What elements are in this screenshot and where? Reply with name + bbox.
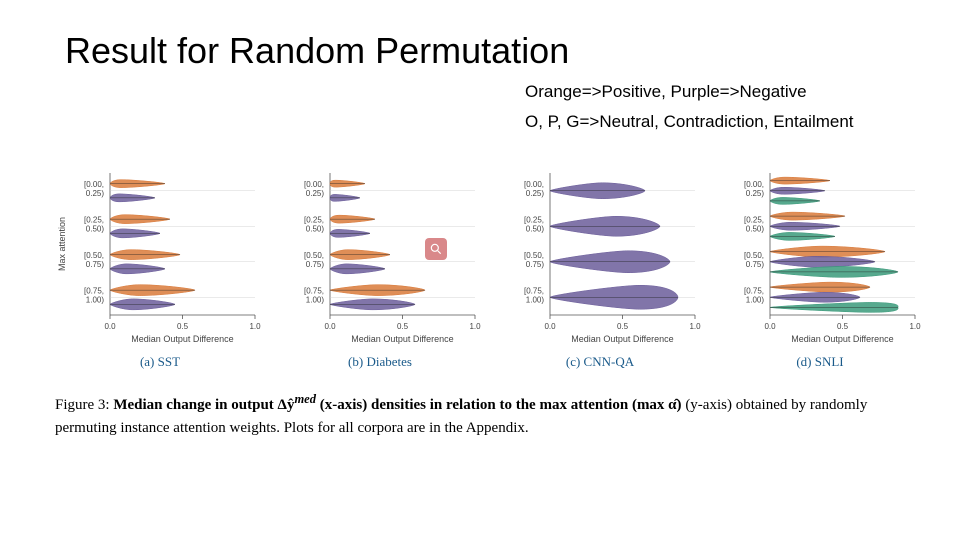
svg-text:0.50): 0.50)	[86, 224, 105, 233]
svg-text:0.0: 0.0	[544, 322, 556, 331]
svg-text:[0.50,: [0.50,	[304, 251, 324, 260]
svg-text:Median Output Difference: Median Output Difference	[351, 334, 453, 344]
svg-text:[0.25,: [0.25,	[304, 215, 324, 224]
svg-text:0.75): 0.75)	[306, 260, 325, 269]
svg-text:0.50): 0.50)	[746, 224, 765, 233]
svg-text:[0.75,: [0.75,	[524, 286, 544, 295]
magnify-icon	[425, 238, 447, 260]
svg-text:0.5: 0.5	[397, 322, 409, 331]
svg-text:0.75): 0.75)	[746, 260, 765, 269]
svg-text:0.25): 0.25)	[526, 189, 545, 198]
caption-text-1: (x-axis) densities in relation to the	[316, 397, 539, 413]
svg-text:0.25): 0.25)	[746, 189, 765, 198]
svg-text:[0.00,: [0.00,	[304, 180, 324, 189]
svg-text:0.75): 0.75)	[86, 260, 105, 269]
svg-text:Max attention: Max attention	[57, 217, 67, 271]
legend-line-2: O, P, G=>Neutral, Contradiction, Entailm…	[525, 112, 854, 132]
svg-text:1.00): 1.00)	[746, 295, 765, 304]
svg-text:1.0: 1.0	[469, 322, 481, 331]
subplot-diabetes: [0.00,0.25)[0.25,0.50)[0.50,0.75)[0.75,1…	[275, 165, 485, 350]
svg-text:1.0: 1.0	[909, 322, 921, 331]
svg-text:[0.50,: [0.50,	[744, 251, 764, 260]
svg-text:1.00): 1.00)	[526, 295, 545, 304]
caption-bold-2: max attention (max α̂)	[539, 397, 681, 413]
subplot-label: (d) SNLI	[715, 354, 925, 370]
svg-text:[0.75,: [0.75,	[304, 286, 324, 295]
svg-text:0.5: 0.5	[837, 322, 849, 331]
svg-text:0.0: 0.0	[104, 322, 116, 331]
svg-text:0.50): 0.50)	[526, 224, 545, 233]
svg-text:0.0: 0.0	[324, 322, 336, 331]
svg-text:1.0: 1.0	[249, 322, 261, 331]
plots-container: [0.00,0.25)[0.25,0.50)[0.50,0.75)[0.75,1…	[55, 165, 925, 350]
svg-text:0.75): 0.75)	[526, 260, 545, 269]
svg-text:[0.75,: [0.75,	[84, 286, 104, 295]
caption-bold-1: Median change in output	[113, 397, 277, 413]
subplot-snli: [0.00,0.25)[0.25,0.50)[0.50,0.75)[0.75,1…	[715, 165, 925, 350]
svg-text:[0.25,: [0.25,	[524, 215, 544, 224]
svg-text:[0.00,: [0.00,	[524, 180, 544, 189]
svg-text:1.00): 1.00)	[306, 295, 325, 304]
svg-text:0.5: 0.5	[177, 322, 189, 331]
svg-text:0.5: 0.5	[617, 322, 629, 331]
svg-text:1.0: 1.0	[689, 322, 701, 331]
svg-text:0.25): 0.25)	[86, 189, 105, 198]
figure-caption: Figure 3: Median change in output Δŷmed …	[55, 390, 925, 439]
svg-text:[0.50,: [0.50,	[524, 251, 544, 260]
subplot-cnnqa: [0.00,0.25)[0.25,0.50)[0.50,0.75)[0.75,1…	[495, 165, 705, 350]
svg-text:1.00): 1.00)	[86, 295, 105, 304]
svg-text:[0.75,: [0.75,	[744, 286, 764, 295]
svg-text:[0.00,: [0.00,	[84, 180, 104, 189]
svg-text:0.25): 0.25)	[306, 189, 325, 198]
svg-text:[0.00,: [0.00,	[744, 180, 764, 189]
svg-text:Median Output Difference: Median Output Difference	[131, 334, 233, 344]
svg-text:[0.25,: [0.25,	[744, 215, 764, 224]
svg-text:[0.50,: [0.50,	[84, 251, 104, 260]
caption-math-delta-y: Δŷmed	[278, 397, 316, 413]
page-title: Result for Random Permutation	[65, 30, 569, 72]
svg-text:0.0: 0.0	[764, 322, 776, 331]
subplot-sst: [0.00,0.25)[0.25,0.50)[0.50,0.75)[0.75,1…	[55, 165, 265, 350]
svg-text:0.50): 0.50)	[306, 224, 325, 233]
svg-text:[0.25,: [0.25,	[84, 215, 104, 224]
subplot-label: (a) SST	[55, 354, 265, 370]
subplot-label: (c) CNN-QA	[495, 354, 705, 370]
legend-line-1: Orange=>Positive, Purple=>Negative	[525, 82, 807, 102]
svg-text:Median Output Difference: Median Output Difference	[791, 334, 893, 344]
svg-text:Median Output Difference: Median Output Difference	[571, 334, 673, 344]
subplot-label: (b) Diabetes	[275, 354, 485, 370]
caption-figure-number: Figure 3:	[55, 397, 113, 413]
